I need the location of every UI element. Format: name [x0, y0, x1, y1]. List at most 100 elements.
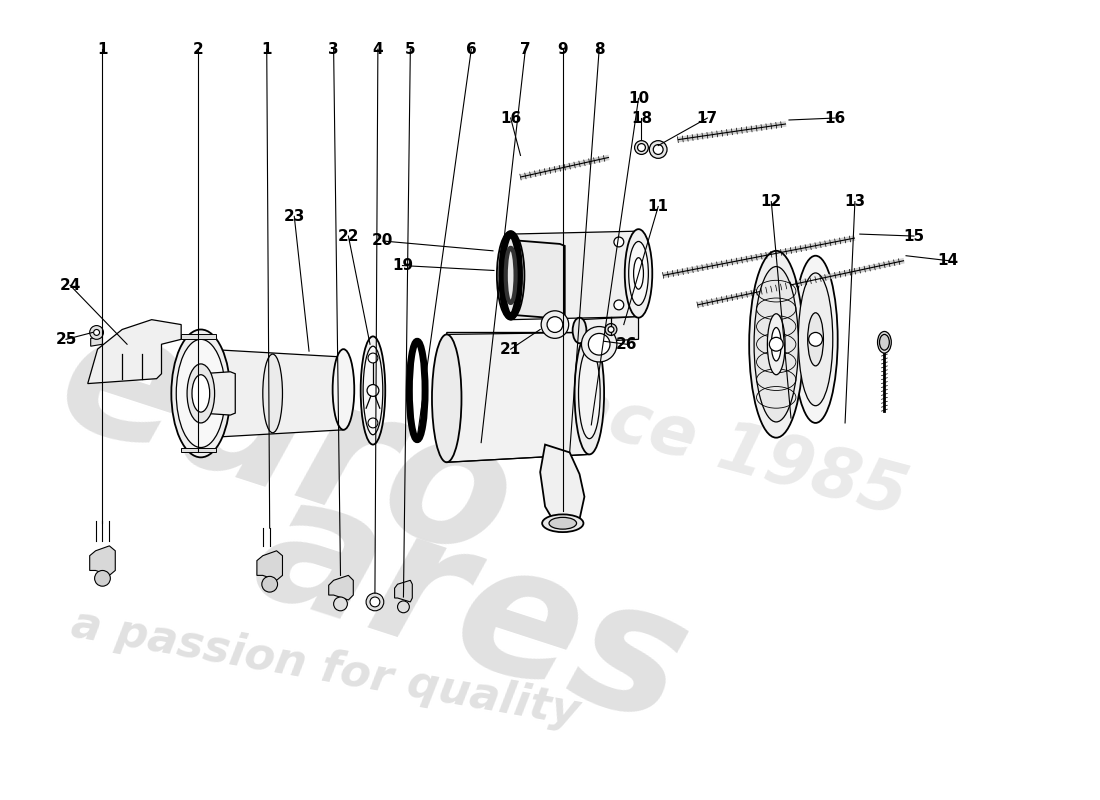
- Circle shape: [635, 141, 648, 154]
- Text: 26: 26: [616, 337, 638, 352]
- Ellipse shape: [573, 318, 586, 343]
- Circle shape: [367, 385, 378, 396]
- Circle shape: [582, 326, 617, 362]
- Ellipse shape: [542, 514, 583, 532]
- Circle shape: [541, 311, 569, 338]
- Polygon shape: [90, 336, 102, 346]
- Circle shape: [547, 317, 563, 333]
- Text: 1: 1: [97, 42, 108, 57]
- Ellipse shape: [176, 339, 226, 447]
- Circle shape: [368, 418, 378, 428]
- Circle shape: [95, 570, 110, 586]
- Ellipse shape: [361, 336, 385, 445]
- Text: a passion for quality: a passion for quality: [68, 603, 583, 734]
- Circle shape: [614, 300, 624, 310]
- Text: 21: 21: [500, 342, 521, 357]
- Circle shape: [397, 601, 409, 613]
- Polygon shape: [329, 575, 353, 600]
- Circle shape: [608, 326, 614, 333]
- Text: 22: 22: [338, 229, 359, 243]
- Text: 13: 13: [845, 194, 866, 209]
- Ellipse shape: [187, 364, 214, 423]
- Polygon shape: [182, 334, 216, 339]
- Text: 8: 8: [594, 42, 605, 57]
- Circle shape: [614, 237, 624, 247]
- Text: ares: ares: [235, 458, 708, 762]
- Ellipse shape: [579, 348, 601, 438]
- Text: 20: 20: [372, 234, 394, 249]
- Polygon shape: [88, 320, 182, 383]
- Ellipse shape: [634, 258, 643, 289]
- Circle shape: [649, 141, 667, 158]
- Circle shape: [653, 145, 663, 154]
- Text: 14: 14: [938, 253, 959, 268]
- Text: euro: euro: [39, 287, 535, 598]
- Polygon shape: [206, 349, 343, 438]
- Ellipse shape: [799, 273, 833, 406]
- Ellipse shape: [363, 346, 383, 434]
- Ellipse shape: [574, 333, 604, 454]
- Ellipse shape: [807, 313, 824, 366]
- Text: 9: 9: [558, 42, 568, 57]
- Polygon shape: [510, 231, 638, 320]
- Text: 10: 10: [628, 91, 649, 106]
- Circle shape: [638, 143, 646, 151]
- Ellipse shape: [195, 349, 217, 438]
- Ellipse shape: [172, 330, 230, 458]
- Circle shape: [366, 593, 384, 610]
- Circle shape: [769, 338, 783, 351]
- Text: 11: 11: [648, 199, 669, 214]
- Circle shape: [808, 333, 823, 346]
- Ellipse shape: [768, 314, 785, 374]
- Text: 24: 24: [59, 278, 80, 293]
- Polygon shape: [447, 333, 590, 462]
- Text: 2: 2: [192, 42, 204, 57]
- Text: 17: 17: [696, 110, 718, 126]
- Text: 12: 12: [761, 194, 782, 209]
- Circle shape: [605, 323, 617, 335]
- Circle shape: [94, 330, 99, 335]
- Text: 15: 15: [903, 229, 924, 243]
- Text: 16: 16: [825, 110, 846, 126]
- Ellipse shape: [625, 229, 652, 318]
- Polygon shape: [257, 550, 283, 580]
- Ellipse shape: [793, 256, 838, 423]
- Polygon shape: [540, 445, 584, 523]
- Text: 25: 25: [55, 332, 77, 347]
- Text: 7: 7: [520, 42, 530, 57]
- Ellipse shape: [629, 242, 648, 306]
- Ellipse shape: [771, 327, 781, 361]
- Polygon shape: [201, 372, 235, 415]
- Text: 3: 3: [328, 42, 339, 57]
- Ellipse shape: [880, 334, 889, 350]
- Text: 16: 16: [500, 110, 521, 126]
- Ellipse shape: [332, 349, 354, 430]
- Text: 6: 6: [466, 42, 476, 57]
- Ellipse shape: [192, 374, 210, 412]
- Ellipse shape: [749, 251, 803, 438]
- Circle shape: [368, 353, 378, 363]
- Circle shape: [262, 576, 277, 592]
- Polygon shape: [395, 580, 412, 602]
- Polygon shape: [580, 317, 638, 342]
- Text: 23: 23: [284, 209, 305, 224]
- Ellipse shape: [497, 231, 525, 320]
- Ellipse shape: [878, 331, 891, 353]
- Text: since 1985: since 1985: [491, 356, 915, 530]
- Ellipse shape: [263, 354, 283, 433]
- Circle shape: [90, 326, 103, 339]
- Circle shape: [588, 334, 610, 355]
- Ellipse shape: [432, 334, 462, 462]
- Ellipse shape: [755, 266, 799, 422]
- Text: 19: 19: [392, 258, 412, 273]
- Polygon shape: [182, 447, 216, 453]
- Text: 18: 18: [631, 110, 652, 126]
- Text: 1: 1: [262, 42, 272, 57]
- Circle shape: [370, 597, 379, 607]
- Circle shape: [333, 597, 348, 610]
- Ellipse shape: [549, 518, 576, 529]
- Text: 5: 5: [405, 42, 416, 57]
- Polygon shape: [90, 546, 116, 575]
- Polygon shape: [506, 240, 564, 318]
- Text: 4: 4: [373, 42, 383, 57]
